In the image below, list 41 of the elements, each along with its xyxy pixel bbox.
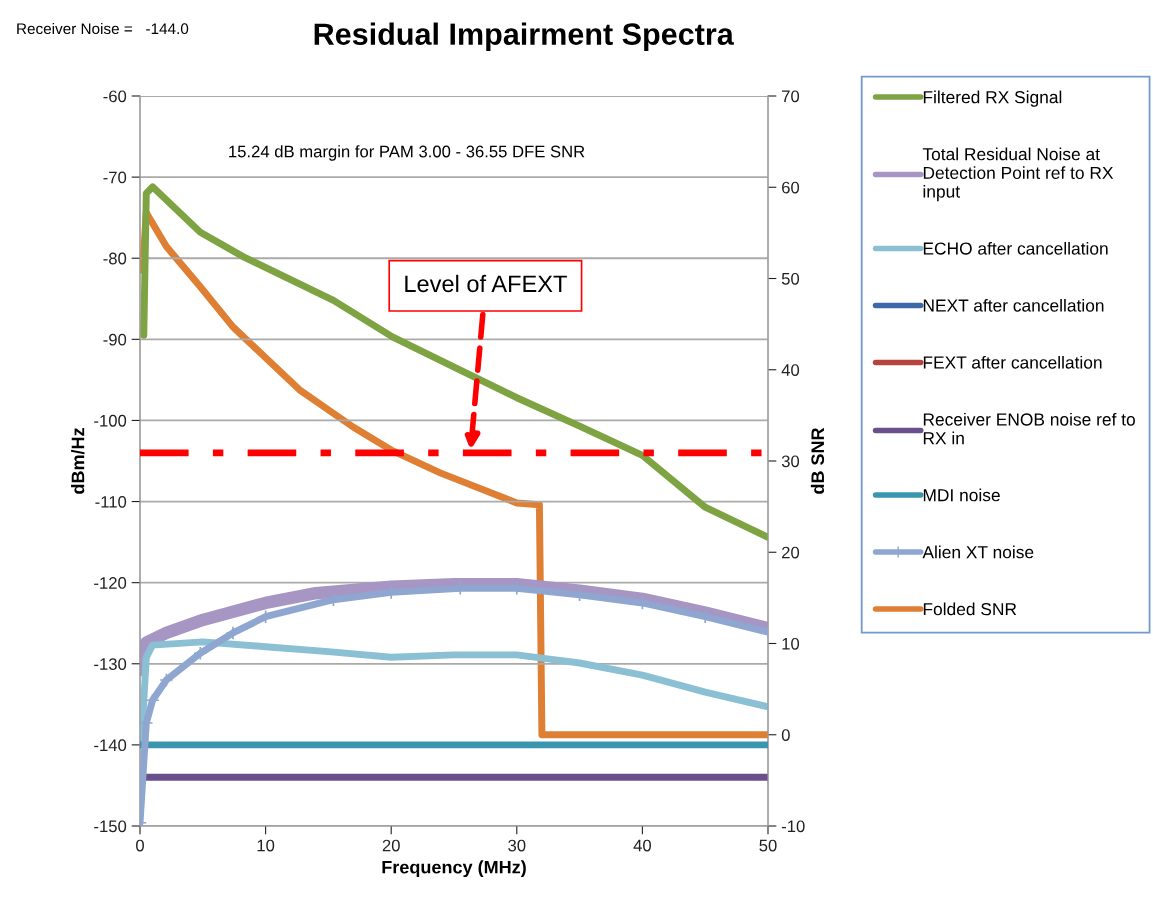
- y-tick-label: -70: [103, 171, 127, 184]
- legend-label: NEXT after cancellation: [923, 298, 1104, 312]
- y2-tick-label: 20: [782, 546, 800, 559]
- legend-label: MDI noise: [923, 488, 1000, 502]
- y2-tick-label: 30: [781, 455, 800, 468]
- legend-label: ECHO after cancellation: [923, 241, 1108, 255]
- ref-line-label: Level of AFEXT: [405, 274, 567, 293]
- y-tick-label: -80: [103, 252, 127, 265]
- x-axis-title: Frequency (MHz): [382, 860, 526, 878]
- legend-label: Folded SNR: [923, 602, 1017, 616]
- legend-label: Receiver ENOB noise ref to RX in: [923, 412, 1135, 445]
- y2-tick-label: 60: [782, 181, 800, 194]
- y2-tick-label: 50: [781, 272, 800, 285]
- legend-label: Total Residual Noise at Detection Point ref to RX input: [922, 147, 1114, 202]
- y2-tick-label: 40: [781, 364, 800, 376]
- y-tick-label: -120: [94, 577, 127, 589]
- y2-tick-label: 70: [782, 90, 800, 103]
- y2-tick-label: 10: [782, 637, 800, 650]
- x-tick-label: 40: [633, 839, 652, 852]
- x-tick-label: 30: [508, 839, 526, 852]
- y-tick-label: -130: [94, 658, 127, 670]
- x-tick-label: 50: [759, 839, 777, 852]
- y-axis-title: dBm/Hz: [71, 428, 85, 494]
- y-tick-label: -150: [94, 820, 127, 833]
- annotation: 15.24 dB margin for PAM 3.00 - 36.55 DFE SNR: [229, 145, 585, 161]
- y-tick-label: -60: [103, 90, 127, 103]
- legend-label: FEXT after cancellation: [923, 355, 1102, 369]
- x-tick-label: 0: [136, 839, 144, 852]
- y2-tick-label: 0: [781, 729, 790, 741]
- legend-label: Alien XT noise: [922, 545, 1034, 559]
- y-tick-label: -100: [94, 414, 127, 427]
- y-tick-label: -140: [94, 739, 127, 752]
- y-tick-label: -110: [95, 495, 127, 508]
- y2-axis-title: dB SNR: [810, 427, 825, 494]
- x-tick-label: 10: [257, 839, 275, 852]
- y2-tick-label: -10: [781, 820, 805, 833]
- text: Receiver Noise = -144.0: [17, 22, 189, 35]
- y-tick-label: -90: [103, 333, 127, 346]
- x-tick-label: 20: [382, 839, 400, 852]
- chart-title: Residual Impairment Spectra: [314, 22, 734, 52]
- legend-label: Filtered RX Signal: [923, 90, 1062, 107]
